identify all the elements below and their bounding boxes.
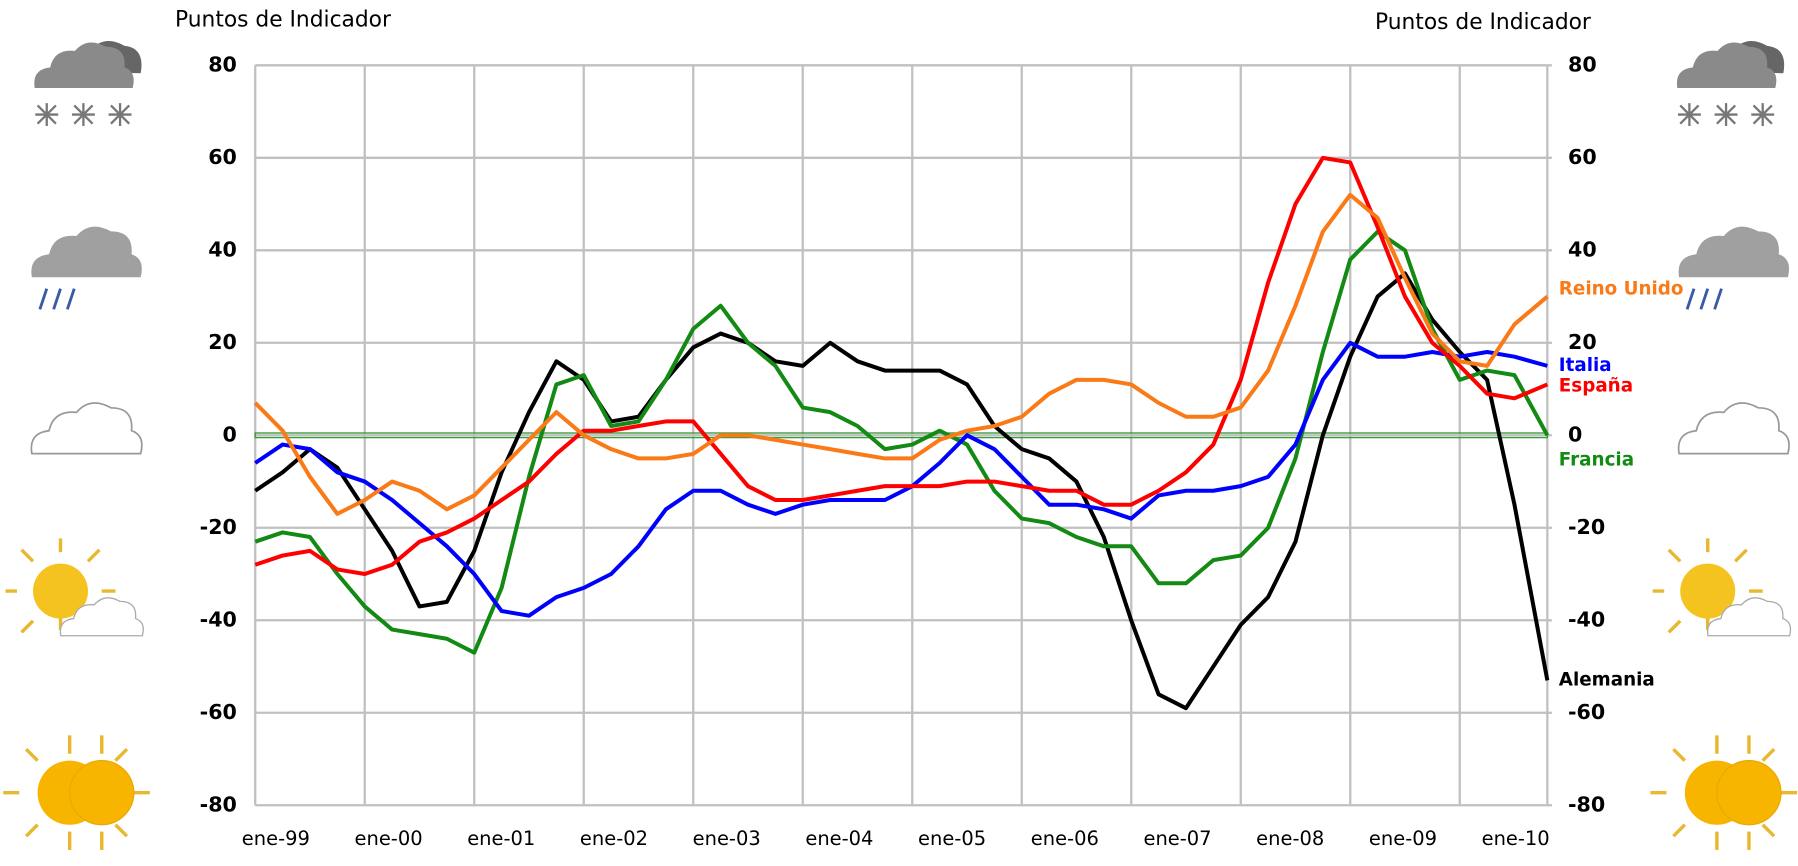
y2-tick-label: -60 — [1568, 700, 1605, 724]
y2-tick-label: 20 — [1568, 330, 1597, 354]
y-tick-label: 60 — [208, 145, 237, 169]
x-tick-label: ene-10 — [1482, 827, 1550, 850]
y2-tick-label: -40 — [1568, 607, 1605, 631]
series-line — [254, 271, 1550, 711]
y2-tick-label: 80 — [1568, 52, 1597, 76]
x-tick-label: ene-04 — [805, 827, 873, 850]
y2-tick-label: 0 — [1568, 422, 1582, 446]
y2-tick-label: 60 — [1568, 145, 1597, 169]
icon-sun — [1648, 733, 1798, 852]
x-tick-label: ene-01 — [467, 827, 535, 850]
y-axis-title: Puntos de Indicador — [175, 8, 391, 33]
icon-snow — [34, 41, 141, 126]
series-label: España — [1559, 376, 1633, 397]
y2-tick-label: -80 — [1568, 792, 1605, 816]
series-line — [254, 340, 1548, 618]
weather-icons-left — [1, 41, 152, 852]
icon-cloud — [31, 403, 141, 454]
y2-tick-label: 40 — [1568, 237, 1597, 261]
y-tick-label: 0 — [223, 422, 237, 446]
icon-rain — [1679, 227, 1789, 310]
icon-cloud — [1679, 403, 1789, 454]
y-tick-label: 20 — [208, 330, 237, 354]
icon-sun-cloud — [1653, 538, 1791, 635]
x-tick-label: ene-02 — [580, 827, 648, 850]
y-tick-label: 40 — [208, 237, 237, 261]
series-label: Alemania — [1559, 669, 1655, 690]
y-tick-label: -40 — [200, 607, 237, 631]
y-tick-label: -80 — [200, 792, 237, 816]
icon-rain — [31, 227, 141, 310]
series-line — [253, 192, 1549, 516]
y-tick-label: 80 — [208, 52, 237, 76]
icon-sun — [1, 733, 152, 852]
x-tick-label: ene-07 — [1143, 827, 1211, 850]
y-tick-label: -60 — [200, 700, 237, 724]
icon-sun-cloud — [6, 538, 144, 635]
x-tick-label: ene-05 — [918, 827, 986, 850]
x-tick-label: ene-09 — [1369, 827, 1437, 850]
series-label: Francia — [1559, 449, 1634, 470]
x-tick-label: ene-99 — [242, 827, 310, 850]
series-label: Reino Unido — [1559, 279, 1684, 300]
y2-axis-title: Puntos de Indicador — [1375, 10, 1591, 35]
weather-icons-right — [1648, 41, 1798, 852]
x-tick-label: ene-03 — [693, 827, 761, 850]
y2-tick-label: -20 — [1568, 515, 1605, 539]
series-line — [254, 155, 1549, 577]
icon-snow — [1677, 41, 1784, 126]
x-tick-label: ene-00 — [355, 827, 423, 850]
x-tick-label: ene-06 — [1031, 827, 1099, 850]
x-tick-label: ene-08 — [1256, 827, 1324, 850]
y-tick-label: -20 — [200, 515, 237, 539]
series-line — [254, 229, 1550, 655]
series-label: Italia — [1559, 355, 1612, 376]
